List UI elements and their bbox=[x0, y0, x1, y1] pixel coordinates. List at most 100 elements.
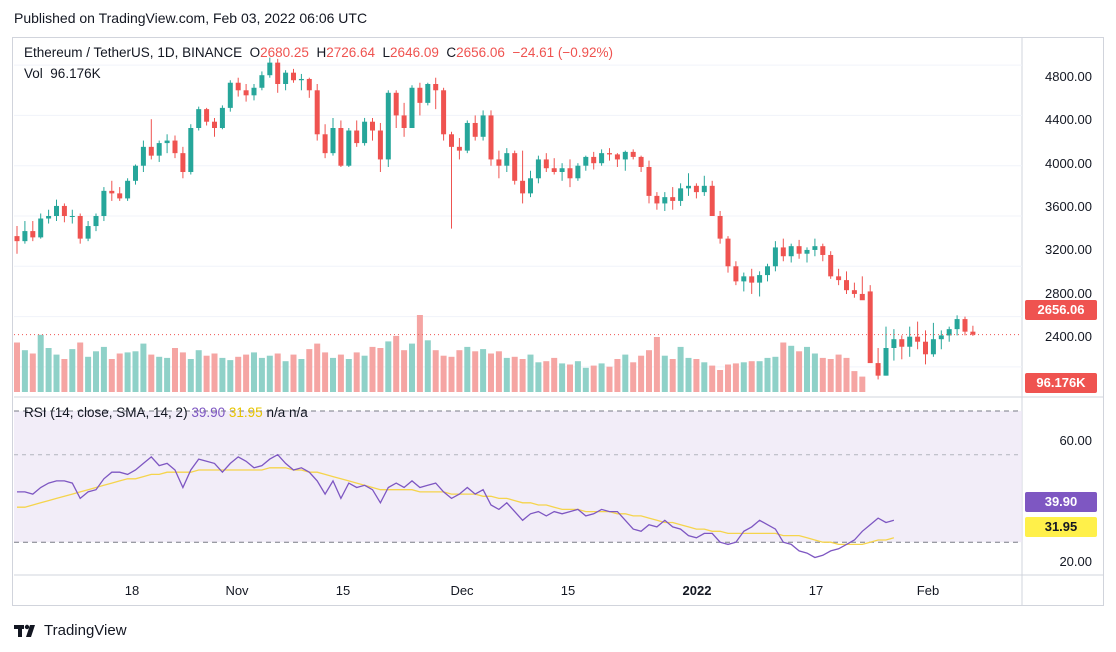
high-value: 2726.64 bbox=[326, 45, 376, 60]
rsi-value: 39.90 bbox=[191, 405, 226, 420]
candle-body bbox=[765, 266, 770, 276]
candle-body bbox=[954, 319, 960, 330]
volume-bar bbox=[488, 353, 494, 392]
candle-body bbox=[148, 146, 154, 156]
candle-body bbox=[101, 190, 107, 216]
candle-body bbox=[583, 156, 589, 166]
candle-body bbox=[243, 90, 249, 96]
volume-bar bbox=[527, 354, 534, 392]
candle-body bbox=[156, 143, 162, 156]
candle-body bbox=[204, 109, 210, 122]
volume-bar bbox=[669, 359, 676, 392]
volume-bar bbox=[21, 350, 28, 392]
candle-body bbox=[338, 128, 344, 166]
volume-bar bbox=[780, 342, 787, 392]
candle-body bbox=[614, 154, 620, 160]
price-tick-4400: 4400.00 bbox=[1045, 112, 1092, 127]
price-tick-4800: 4800.00 bbox=[1045, 69, 1092, 84]
volume-bar bbox=[172, 348, 178, 392]
volume-bar bbox=[732, 363, 739, 392]
candle-body bbox=[291, 72, 296, 81]
candle-body bbox=[859, 293, 865, 301]
volume-bar bbox=[37, 334, 44, 392]
volume-bar bbox=[322, 352, 329, 392]
volume-badge: 96.176K bbox=[1025, 373, 1097, 393]
tradingview-brand[interactable]: TradingView bbox=[14, 622, 127, 639]
x-tick-15-dec: 15 bbox=[560, 583, 576, 598]
volume-bar bbox=[448, 356, 455, 392]
candle-body bbox=[567, 168, 573, 179]
candle-body bbox=[757, 275, 763, 283]
volume-bar bbox=[156, 356, 163, 392]
candle-body bbox=[61, 205, 67, 216]
volume-bar bbox=[251, 352, 257, 392]
candle-body bbox=[670, 197, 676, 201]
volume-bar bbox=[764, 357, 771, 392]
volume-bar bbox=[717, 370, 724, 392]
volume-bar bbox=[827, 359, 834, 392]
candle-body bbox=[844, 280, 849, 291]
volume-bar bbox=[424, 340, 431, 392]
candle-body bbox=[591, 156, 597, 164]
chart-frame[interactable] bbox=[12, 37, 1104, 606]
candle-body bbox=[812, 246, 818, 250]
candle-body bbox=[646, 166, 652, 196]
candle-body bbox=[322, 134, 328, 154]
volume-bar bbox=[622, 354, 629, 392]
candle-body bbox=[488, 115, 494, 160]
candle-body bbox=[630, 151, 636, 157]
volume-bar bbox=[843, 357, 850, 392]
candle-body bbox=[417, 87, 423, 103]
volume-bar bbox=[290, 354, 297, 392]
brand-name: TradingView bbox=[44, 622, 127, 639]
candle-body bbox=[212, 121, 217, 128]
candle-body bbox=[251, 87, 257, 96]
volume-bar bbox=[653, 337, 660, 392]
candle-body bbox=[867, 291, 873, 364]
candle-body bbox=[607, 153, 612, 155]
volume-bar bbox=[480, 349, 487, 392]
volume-bar bbox=[401, 350, 408, 392]
candle-body bbox=[401, 115, 407, 128]
candle-body bbox=[259, 75, 265, 88]
volume-bar bbox=[630, 362, 637, 392]
volume-bar bbox=[227, 360, 234, 392]
candle-body bbox=[14, 236, 20, 242]
candle-body bbox=[298, 78, 304, 81]
candle-body bbox=[693, 185, 699, 193]
candle-body bbox=[504, 153, 510, 166]
volume-bar bbox=[590, 365, 597, 392]
candle-body bbox=[528, 178, 533, 194]
x-tick-nov: Nov bbox=[225, 583, 249, 598]
candle-body bbox=[172, 140, 178, 154]
rsi-sma-line bbox=[17, 467, 895, 546]
volume-bar bbox=[211, 353, 218, 392]
rsi-tick-60: 60.00 bbox=[1059, 433, 1092, 448]
volume-bar bbox=[282, 361, 289, 392]
volume-bar bbox=[298, 359, 305, 392]
candle-body bbox=[851, 290, 857, 294]
candle-body bbox=[962, 319, 968, 332]
volume-bar bbox=[851, 371, 858, 392]
volume-bar bbox=[14, 342, 20, 392]
candle-body bbox=[678, 188, 684, 201]
volume-bar bbox=[638, 355, 645, 392]
candle-body bbox=[38, 218, 44, 238]
volume-bar bbox=[740, 362, 747, 392]
candle-body bbox=[85, 226, 91, 239]
volume-bar bbox=[361, 355, 368, 392]
rsi-legend: RSI (14, close, SMA, 14, 2) 39.90 31.95 … bbox=[24, 405, 308, 420]
volume-bar bbox=[108, 359, 115, 392]
candle-body bbox=[22, 231, 28, 242]
volume-bar bbox=[353, 352, 360, 392]
candle-body bbox=[733, 266, 739, 282]
candle-body bbox=[69, 216, 75, 217]
low-value: 2646.09 bbox=[390, 45, 439, 60]
candle-body bbox=[543, 159, 549, 169]
candle-body bbox=[449, 134, 454, 147]
candle-body bbox=[535, 159, 541, 179]
volume-bar bbox=[725, 364, 731, 392]
candle-body bbox=[125, 180, 131, 199]
rsi-na-1: n/a bbox=[266, 405, 286, 420]
